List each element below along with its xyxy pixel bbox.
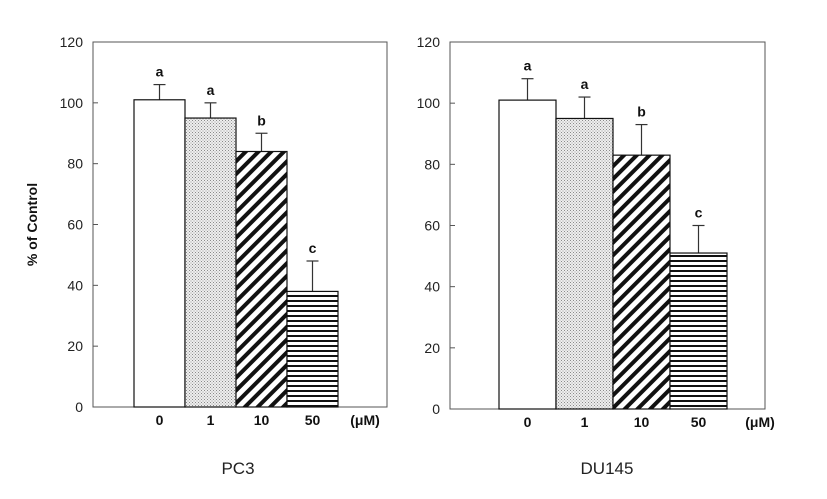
bar-0 xyxy=(133,99,186,408)
y-tick-label: 40 xyxy=(424,279,440,295)
x-tick-label: 1 xyxy=(581,414,589,430)
y-tick-label: 120 xyxy=(417,34,441,50)
y-tick-label: 20 xyxy=(424,340,440,356)
x-tick-label: 10 xyxy=(254,412,270,428)
bar-1 xyxy=(184,117,237,408)
bar-10 xyxy=(612,154,671,410)
x-tick-label: 0 xyxy=(156,412,164,428)
x-unit-label: (μM) xyxy=(745,414,775,430)
bar-50 xyxy=(669,252,728,410)
y-tick-label: 100 xyxy=(417,95,441,111)
significance-letter: a xyxy=(156,64,164,80)
x-tick-label: 50 xyxy=(691,414,707,430)
y-tick-label: 80 xyxy=(424,156,440,172)
y-tick-label: 20 xyxy=(67,338,83,354)
panel-title: PC3 xyxy=(221,459,254,478)
x-tick-label: 0 xyxy=(524,414,532,430)
y-tick-label: 80 xyxy=(67,156,83,172)
x-unit-label: (μM) xyxy=(350,412,380,428)
x-tick-label: 1 xyxy=(207,412,215,428)
significance-letter: b xyxy=(637,104,646,120)
significance-letter: a xyxy=(207,82,215,98)
significance-letter: a xyxy=(581,76,589,92)
x-tick-label: 10 xyxy=(634,414,650,430)
y-tick-label: 60 xyxy=(67,217,83,233)
y-tick-label: 0 xyxy=(75,399,83,415)
bar-50 xyxy=(286,290,339,408)
chart-panel-pc3: 0 20 40 60 80 100 120 % of Control a 0 a 1 b 10 c 50 (μM… xyxy=(24,34,388,478)
significance-letter: b xyxy=(257,112,266,128)
y-tick-label: 0 xyxy=(432,401,440,417)
bar-0 xyxy=(498,99,557,410)
bar-10 xyxy=(235,150,288,408)
chart-panel-du145: 0 20 40 60 80 100 120 a 0 a 1 b 10 c 50 (μM) DU145 xyxy=(417,34,775,478)
y-axis-label: % of Control xyxy=(24,183,40,266)
significance-letter: c xyxy=(695,205,703,221)
panel-title: DU145 xyxy=(581,459,634,478)
y-tick-label: 40 xyxy=(67,277,83,293)
significance-letter: c xyxy=(309,240,317,256)
significance-letter: a xyxy=(524,58,532,74)
bar-1 xyxy=(555,117,614,410)
y-tick-label: 100 xyxy=(60,95,84,111)
y-tick-label: 60 xyxy=(424,218,440,234)
x-tick-label: 50 xyxy=(305,412,321,428)
y-tick-label: 120 xyxy=(60,34,84,50)
